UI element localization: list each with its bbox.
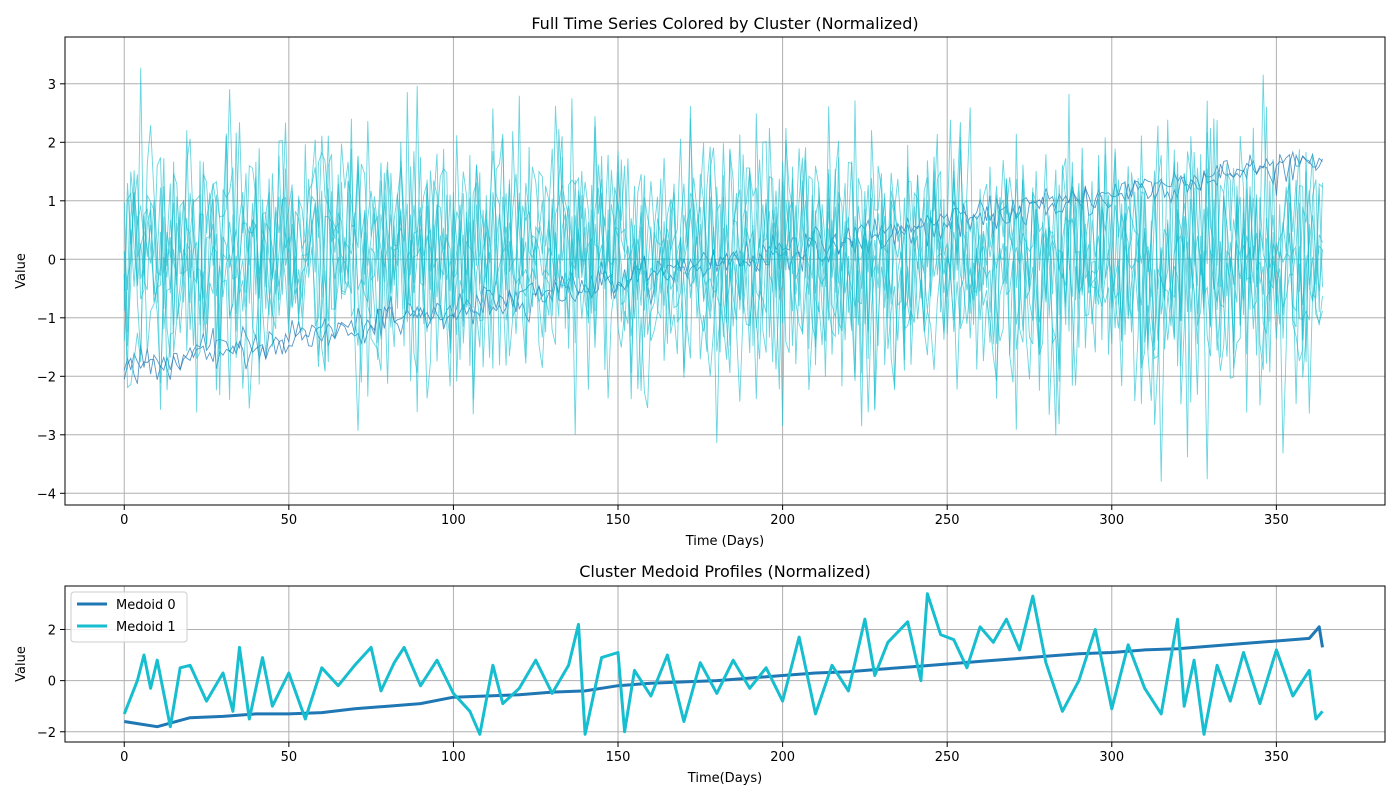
top-ticks: 0 50 100 150 200 250 300 350 −4 −3 −2 −1 0 1 2 3	[37, 78, 1289, 528]
top-x-tick-label: 350	[1264, 513, 1289, 528]
bottom-series-group	[122, 592, 1324, 736]
medoid-0-line	[124, 625, 1324, 729]
medoid-1-line	[122, 592, 1324, 736]
bottom-x-tick-label: 300	[1099, 750, 1124, 765]
top-x-tick-label: 50	[281, 513, 298, 528]
top-x-axis-label: Time (Days)	[685, 534, 765, 549]
bottom-x-tick-label: 250	[935, 750, 960, 765]
bottom-x-tick-label: 50	[281, 750, 298, 765]
top-x-tick-label: 0	[120, 513, 128, 528]
top-y-tick-label: −2	[37, 370, 56, 385]
cluster-1-series-line-9	[123, 93, 1323, 458]
cluster-1-series-line-8	[123, 92, 1323, 454]
cluster-1-series-line-5	[123, 105, 1323, 480]
top-x-tick-label: 100	[441, 513, 466, 528]
bottom-y-tick-label: 2	[48, 623, 56, 638]
top-y-tick-label: −3	[37, 429, 56, 444]
top-x-tick-label: 300	[1099, 513, 1124, 528]
top-axes-frame	[64, 36, 1386, 506]
top-y-tick-label: 3	[48, 78, 56, 93]
bottom-axes-frame	[64, 585, 1386, 743]
bottom-ticks: 0 50 100 150 200 250 300 350 −2 0 2	[37, 623, 1289, 765]
cluster-1-series-line-4	[123, 121, 1323, 391]
top-y-tick-label: −4	[37, 487, 56, 502]
bottom-x-axis-label: Time(Days)	[687, 771, 762, 786]
top-y-tick-label: 2	[48, 136, 56, 151]
legend-label-medoid-0: Medoid 0	[116, 598, 176, 613]
top-y-tick-label: −1	[37, 312, 56, 327]
top-chart-title: Full Time Series Colored by Cluster (Nor…	[531, 14, 918, 33]
legend-label-medoid-1: Medoid 1	[116, 620, 176, 635]
bottom-x-tick-label: 100	[441, 750, 466, 765]
top-axes: Full Time Series Colored by Cluster (Nor…	[14, 14, 1386, 549]
top-x-tick-label: 200	[770, 513, 795, 528]
top-y-tick-label: 1	[48, 195, 56, 210]
top-series-group	[123, 67, 1323, 482]
bottom-x-tick-label: 350	[1264, 750, 1289, 765]
bottom-x-tick-label: 150	[606, 750, 631, 765]
bottom-x-tick-label: 200	[770, 750, 795, 765]
top-y-tick-label: 0	[48, 253, 56, 268]
bottom-chart-title: Cluster Medoid Profiles (Normalized)	[579, 562, 871, 581]
bottom-axes: Cluster Medoid Profiles (Normalized) 0 50…	[14, 562, 1386, 786]
top-x-tick-label: 150	[606, 513, 631, 528]
bottom-y-axis-label: Value	[14, 646, 29, 682]
cluster-1-series-line-6	[123, 98, 1323, 431]
cluster-1-series-line-7	[123, 85, 1323, 436]
top-x-tick-label: 250	[935, 513, 960, 528]
bottom-y-tick-label: 0	[48, 675, 56, 690]
legend: Medoid 0 Medoid 1	[70, 591, 188, 643]
top-y-axis-label: Value	[14, 253, 29, 289]
bottom-x-tick-label: 0	[120, 750, 128, 765]
bottom-y-tick-label: −2	[37, 726, 56, 741]
